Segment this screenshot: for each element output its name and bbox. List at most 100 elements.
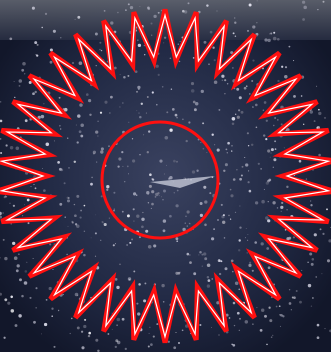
speckle (276, 37, 280, 41)
speckle (48, 286, 52, 291)
speckle (232, 178, 236, 181)
speckle (280, 258, 282, 260)
speckle (128, 173, 129, 175)
speckle (64, 216, 66, 218)
speckle (166, 111, 169, 114)
speckle (78, 61, 83, 65)
speckle (27, 222, 30, 225)
speckle (326, 259, 331, 263)
speckle (78, 130, 82, 134)
speckle (305, 178, 308, 180)
speckle (261, 199, 265, 204)
speckle (122, 165, 124, 167)
speckle (200, 89, 204, 94)
speckle (24, 73, 26, 75)
speckle (76, 326, 80, 330)
speckle (207, 279, 211, 282)
speckle (146, 191, 150, 195)
speckle (250, 143, 254, 147)
speckle (194, 102, 199, 106)
speckle (274, 140, 277, 143)
speckle (76, 141, 79, 144)
speckle (137, 85, 141, 90)
speckle (161, 86, 164, 88)
speckle (262, 109, 265, 111)
speckle (66, 196, 69, 199)
speckle (206, 263, 211, 268)
speckle (145, 112, 147, 114)
speckle (233, 324, 236, 327)
speckle (63, 182, 66, 185)
speckle (239, 205, 241, 207)
speckle (192, 57, 195, 59)
speckle (231, 343, 233, 345)
speckle (267, 201, 269, 203)
speckle (235, 113, 237, 115)
speckle (144, 282, 147, 285)
speckle (270, 152, 272, 154)
speckle (34, 187, 37, 190)
speckle (139, 5, 141, 7)
speckle (224, 267, 228, 271)
speckle (206, 152, 208, 154)
speckle (9, 145, 14, 150)
speckle (274, 117, 276, 119)
speckle (269, 156, 271, 158)
speckle (18, 84, 21, 87)
speckle (10, 223, 12, 225)
speckle (266, 343, 268, 346)
speckle (171, 108, 175, 111)
speckle (103, 10, 106, 12)
speckle (310, 262, 314, 266)
speckle (241, 165, 244, 168)
speckle (247, 145, 250, 147)
speckle (225, 148, 228, 151)
speckle (94, 32, 98, 36)
speckle (163, 42, 165, 44)
speckle (37, 115, 41, 120)
speckle (175, 331, 177, 333)
speckle (245, 85, 248, 88)
speckle (21, 68, 25, 72)
speckle (212, 46, 215, 49)
speckle (310, 305, 313, 307)
speckle (175, 237, 179, 241)
speckle (223, 169, 226, 173)
speckle (35, 307, 37, 309)
speckle (147, 6, 150, 10)
speckle (84, 318, 87, 321)
speckle (288, 289, 291, 291)
speckle (66, 199, 71, 203)
speckle (318, 111, 322, 116)
speckle (213, 80, 218, 84)
speckle (199, 323, 202, 327)
speckle (121, 317, 125, 321)
speckle (247, 29, 249, 32)
speckle (175, 204, 179, 208)
speckle (200, 142, 202, 144)
speckle (178, 60, 181, 63)
speckle (148, 130, 151, 133)
speckle (265, 138, 268, 141)
speckle (230, 194, 234, 198)
speckle (138, 112, 140, 114)
speckle (59, 124, 61, 127)
speckle (162, 199, 164, 201)
speckle (269, 33, 271, 35)
speckle (255, 126, 258, 129)
speckle (232, 270, 234, 273)
speckle (90, 182, 93, 186)
speckle (232, 67, 234, 69)
speckle (322, 232, 325, 235)
speckle (202, 122, 205, 125)
speckle (133, 270, 136, 273)
speckle (270, 32, 273, 35)
speckle (30, 186, 32, 188)
speckle (138, 88, 140, 91)
speckle (146, 151, 149, 154)
speckle (147, 202, 150, 204)
speckle (102, 222, 104, 224)
speckle (14, 324, 18, 327)
speckle (14, 96, 16, 99)
bright-feature (150, 176, 215, 188)
